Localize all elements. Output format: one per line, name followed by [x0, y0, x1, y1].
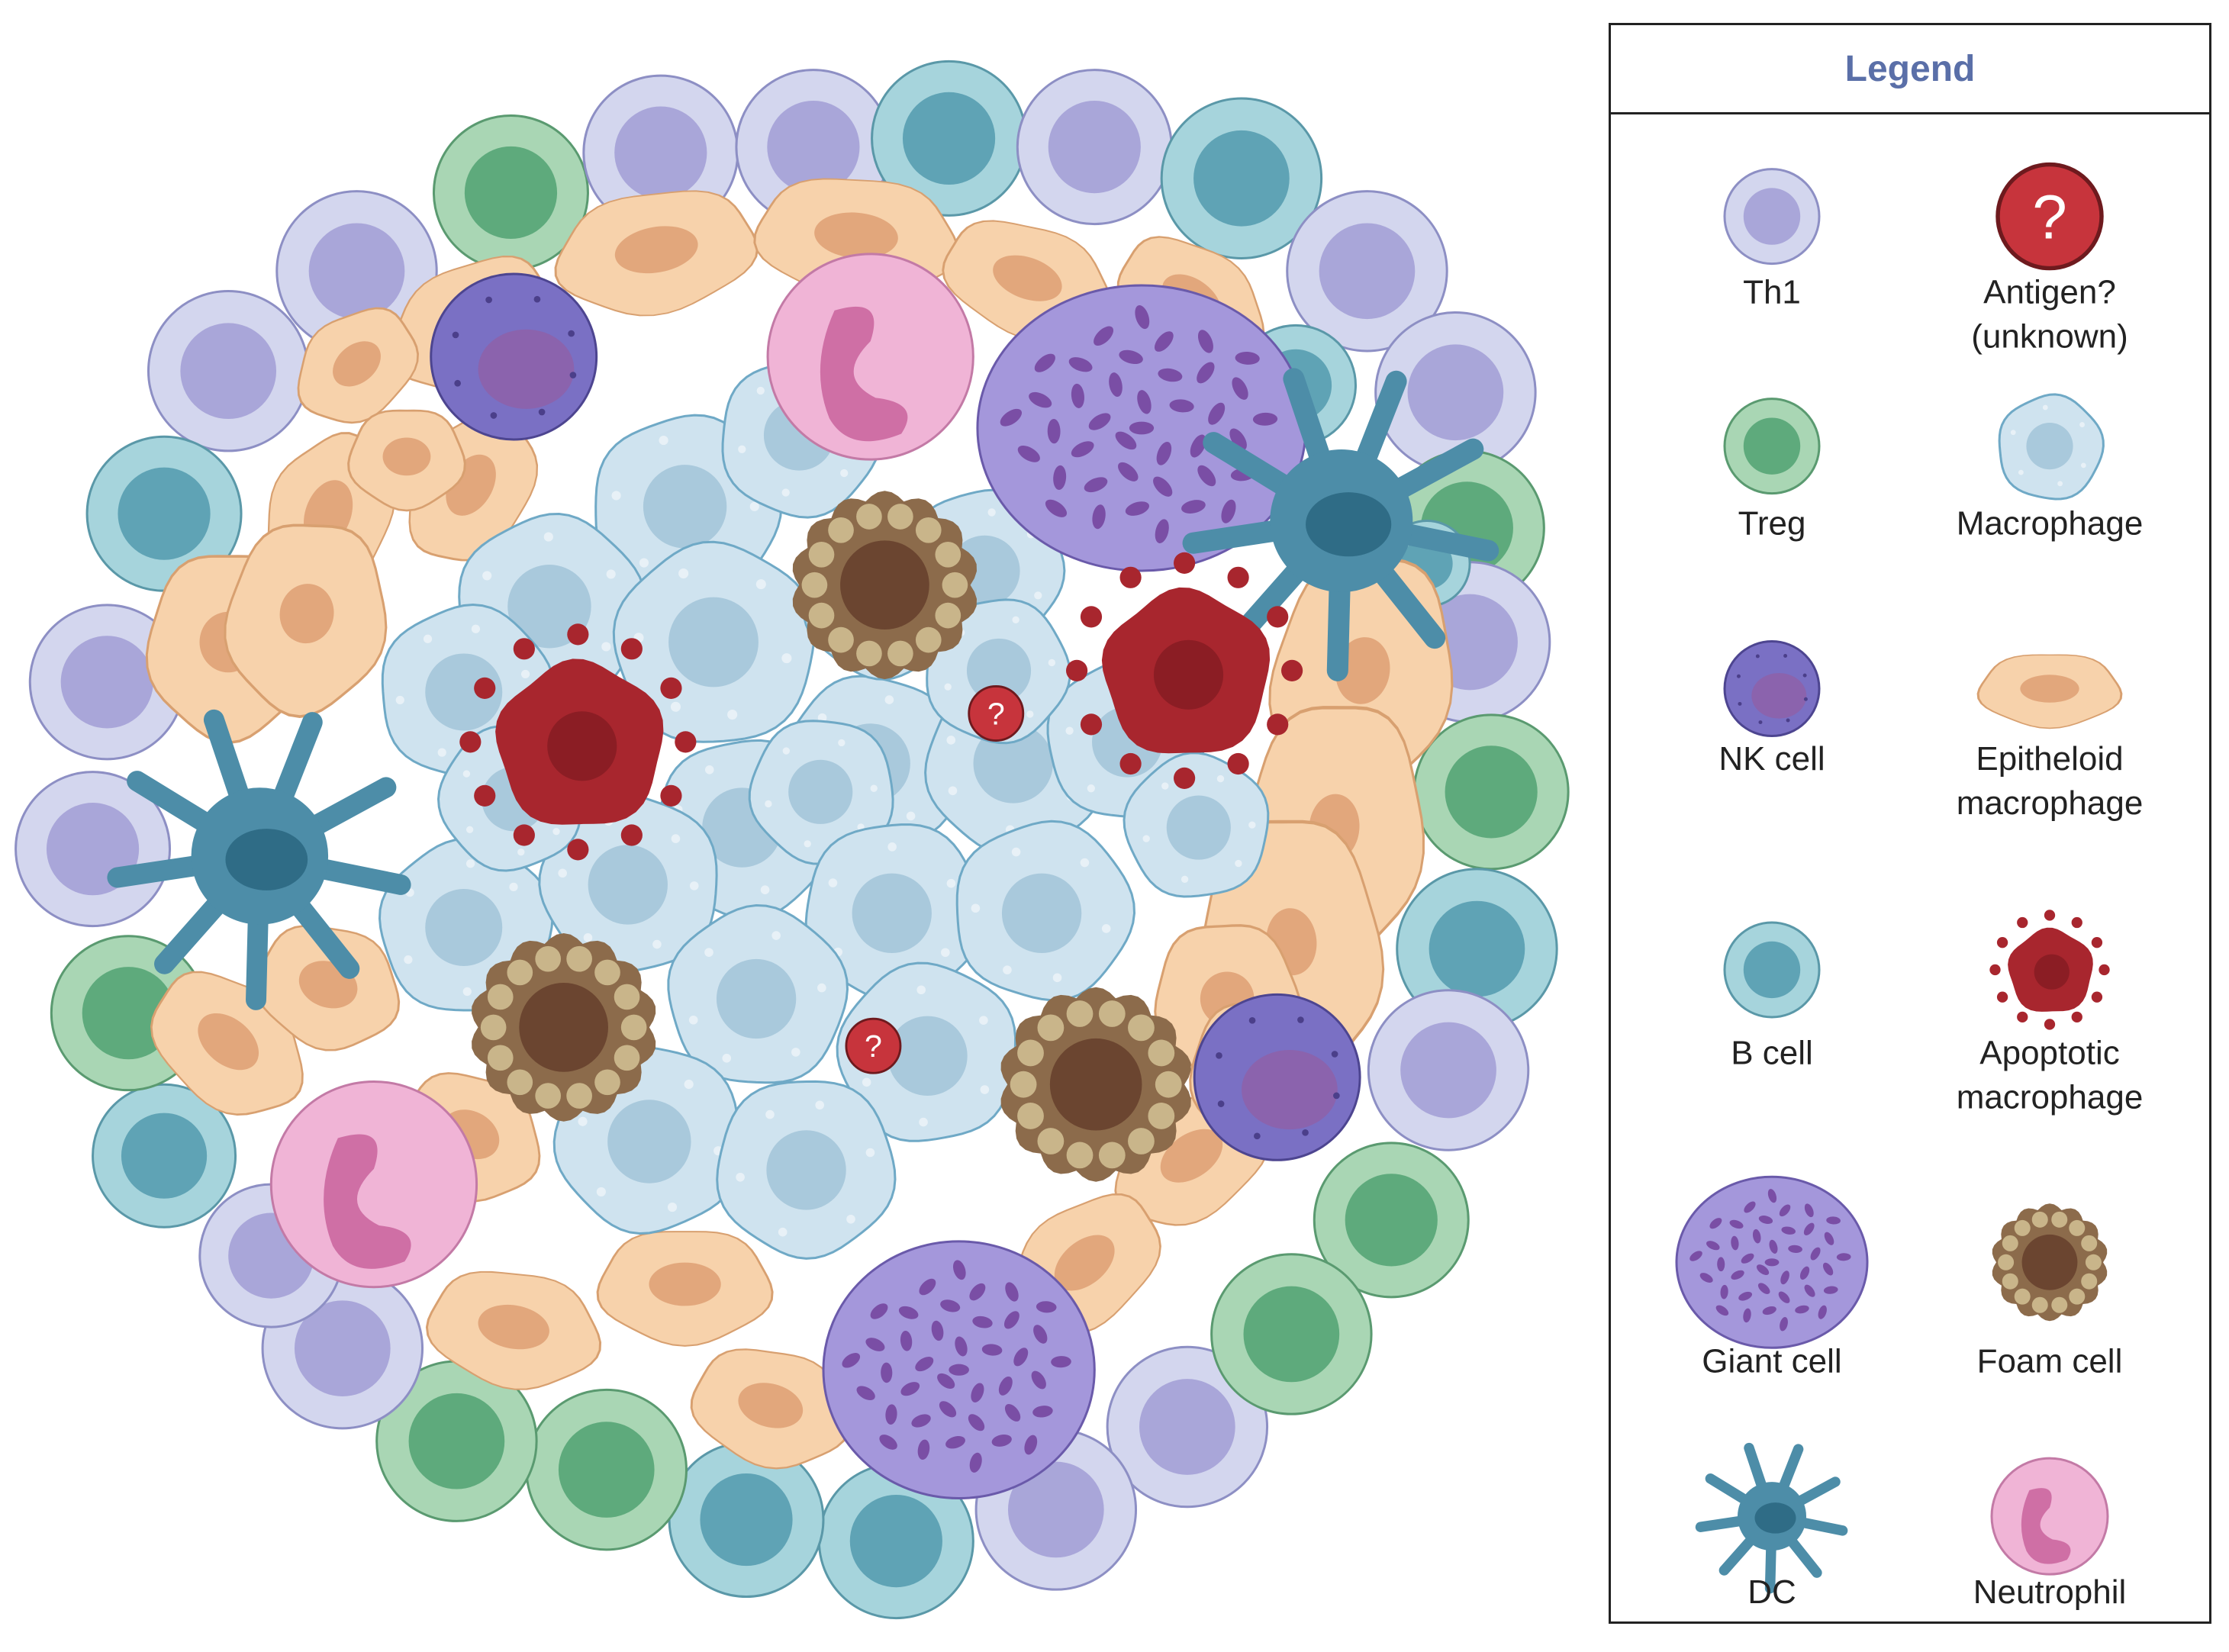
th1-cell [1106, 1345, 1269, 1509]
legend-header: Legend [1611, 25, 2209, 114]
macrophage [716, 1080, 897, 1260]
epitheloid-macrophage [425, 1270, 602, 1390]
epitheloid-macrophage [297, 307, 420, 424]
legend-item-giant: Giant cell [1675, 1175, 1869, 1380]
antigen-symbol: ? [987, 696, 1005, 731]
antigen-symbol: ? [865, 1029, 882, 1064]
dendritic-cell [107, 709, 411, 1010]
apoptotic-macrophage [459, 623, 697, 861]
treg-cell [1412, 713, 1570, 871]
legend-item-apoptotic: Apoptotic macrophage [1957, 910, 2144, 1116]
b-cell [1160, 97, 1323, 259]
legend-label-foam: Foam cell [1977, 1342, 2123, 1380]
legend-label-bcell: B cell [1731, 1034, 1813, 1071]
legend-label-neutrophil: Neutrophil [1973, 1573, 2127, 1611]
foam-cell [472, 933, 656, 1122]
nk-cell [1193, 993, 1361, 1161]
foam-cell [1992, 1203, 2108, 1322]
b-cell [817, 1463, 974, 1620]
macrophage [1998, 393, 2105, 501]
legend-item-foam: Foam cell [1977, 1203, 2123, 1380]
b-cell [92, 1083, 237, 1229]
macrophage [836, 961, 1017, 1142]
legend-label-nk: NK cell [1718, 740, 1825, 778]
legend-item-antigen: ? Antigen? (unknown) [1971, 162, 2128, 356]
dendritic-cell [1695, 1442, 1848, 1594]
th1-cell [1016, 69, 1173, 226]
legend-label-antigen: Antigen? [1983, 274, 2116, 311]
foam-cell [792, 491, 977, 680]
b-cell [1396, 868, 1558, 1030]
nk-cell [430, 272, 598, 441]
treg-cell [1313, 1142, 1470, 1299]
legend-label-treg: Treg [1738, 505, 1806, 543]
giant-cell [976, 284, 1307, 572]
antigen: ? [968, 685, 1025, 742]
macrophage [748, 720, 894, 865]
macrophage [1123, 752, 1270, 898]
legend-label-epitheloid: macrophage [1957, 784, 2144, 822]
legend-label-antigen: (unknown) [1971, 318, 2128, 356]
th1-cell [1286, 190, 1448, 353]
th1-cell [147, 289, 310, 452]
legend-title: Legend [1844, 48, 1976, 89]
legend-item-dc: DC [1695, 1442, 1848, 1611]
giant-cell [1675, 1175, 1869, 1349]
th1-cell [1374, 311, 1537, 474]
legend-label-giant: Giant cell [1702, 1342, 1841, 1380]
apoptotic-macrophage [1066, 552, 1303, 789]
legend-item-treg: Treg [1723, 398, 1821, 543]
epitheloid-macrophage [596, 1231, 774, 1347]
b-cell [668, 1441, 825, 1599]
legend-label-dc: DC [1747, 1573, 1796, 1611]
treg-cell [1210, 1253, 1373, 1415]
macrophage [804, 823, 985, 1004]
legend-label-th1: Th1 [1743, 274, 1801, 311]
apoptotic-macrophage [1989, 910, 2110, 1030]
macrophage [926, 598, 1071, 745]
legend-label-apoptotic: Apoptotic [1979, 1034, 2119, 1071]
nk-cell [1723, 640, 1821, 738]
epitheloid-macrophage [1976, 654, 2123, 729]
legend-item-nk: NK cell [1718, 640, 1825, 778]
th1-cell [1367, 989, 1530, 1151]
legend-label-macrophage: Macrophage [1957, 505, 2144, 543]
legend-item-macrophage: Macrophage [1957, 393, 2144, 543]
legend-entries: Th1? Antigen? (unknown) Treg Macrophage NK ce… [1675, 162, 2144, 1611]
neutrophil [766, 253, 974, 461]
th1-cell [275, 190, 438, 353]
legend-item-bcell: B cell [1723, 921, 1821, 1071]
epitheloid-macrophage [224, 523, 388, 718]
neutrophil [269, 1080, 478, 1289]
legend-item-neutrophil: Neutrophil [1973, 1457, 2127, 1611]
granuloma-illustration: ?? [14, 60, 1570, 1620]
giant-cell [822, 1240, 1096, 1499]
neutrophil [1990, 1457, 2109, 1576]
treg-cell [1723, 398, 1821, 495]
b-cell [1723, 921, 1821, 1019]
foam-cell [1000, 987, 1191, 1182]
th1-cell [1723, 168, 1821, 266]
th1-cell [28, 604, 185, 761]
treg-cell [525, 1388, 688, 1551]
epitheloid-macrophage [347, 409, 466, 512]
macrophage [667, 903, 849, 1084]
dendritic-cell [1182, 368, 1499, 681]
antigen: ? [1995, 162, 2104, 271]
legend-item-epitheloid: Epitheloid macrophage [1957, 654, 2144, 822]
legend-panel: Legend Th1? Antigen? (unknown) Treg Macropha… [1609, 23, 2211, 1624]
antigen: ? [845, 1017, 902, 1074]
macrophage [538, 793, 718, 974]
b-cell [871, 60, 1028, 217]
epitheloid-macrophage [554, 190, 759, 317]
treg-cell [432, 114, 589, 271]
antigen-symbol: ? [2032, 182, 2067, 252]
legend-label-apoptotic: macrophage [1957, 1078, 2144, 1116]
legend-item-th1: Th1 [1723, 168, 1821, 311]
legend-label-epitheloid: Epitheloid [1976, 740, 2123, 778]
b-cell [85, 435, 243, 592]
macrophage [955, 820, 1136, 1002]
treg-cell [375, 1360, 538, 1522]
epitheloid-macrophage [690, 1348, 851, 1470]
